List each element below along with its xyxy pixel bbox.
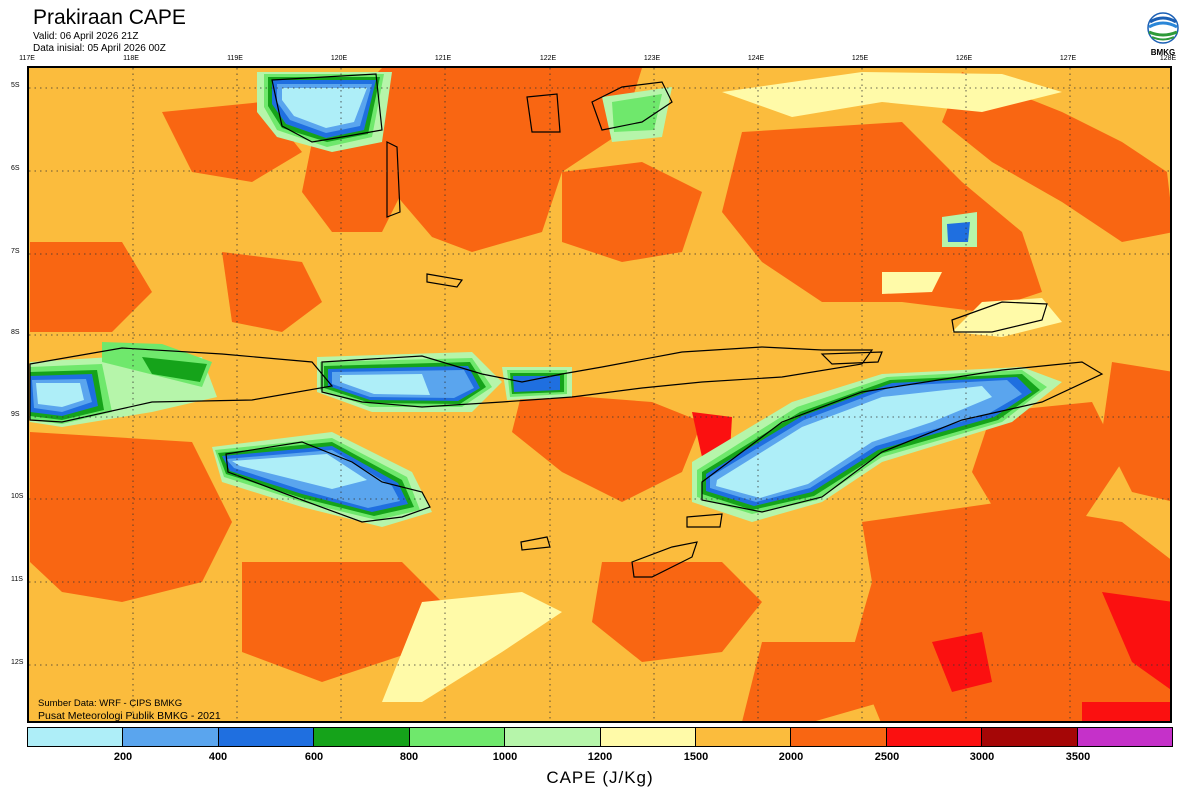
lat-label: 12S (11, 659, 24, 666)
cape-field (29, 68, 1170, 721)
initial-data-time: Data inisial: 05 April 2026 00Z (33, 43, 166, 54)
colorbar-segment (600, 728, 696, 746)
lon-label: 117E (19, 55, 35, 62)
colorbar-segment (695, 728, 792, 746)
lon-label: 127E (1059, 55, 1077, 62)
colorbar-tick: 1200 (587, 751, 613, 763)
colorbar-tick: 2500 (874, 751, 900, 763)
colorbar-tick: 2000 (778, 751, 804, 763)
lat-label: 5S (11, 82, 20, 89)
bmkg-logo-icon: BMKG (1143, 10, 1183, 60)
valid-time: Valid: 06 April 2026 21Z (33, 31, 139, 42)
colorbar-tick: 3500 (1065, 751, 1091, 763)
cape-0-200-area (36, 88, 992, 498)
coastlines (29, 73, 1104, 578)
credit: Pusat Meteorologi Publik BMKG - 2021 (38, 710, 221, 722)
lon-label: 126E (955, 55, 973, 62)
lon-label: 125E (851, 55, 869, 62)
colorbar-tick: 1500 (683, 751, 709, 763)
lon-label: 121E (434, 55, 452, 62)
lon-label: 119E (227, 55, 243, 62)
colorbar-segment (123, 728, 219, 746)
colorbar-tick: 200 (113, 751, 133, 763)
graticule (29, 68, 1170, 721)
colorbar-segment (886, 728, 983, 746)
colorbar-segment (505, 728, 601, 746)
cape-1500-2000-area (382, 72, 1062, 702)
colorbar-tick: 600 (304, 751, 324, 763)
colorbar (27, 727, 1173, 747)
logo-text: BMKG (1151, 48, 1175, 57)
map-title: Prakiraan CAPE (33, 6, 186, 29)
lon-label: 118E (123, 55, 139, 62)
colorbar-segment (218, 728, 315, 746)
colorbar-tick: 400 (208, 751, 228, 763)
colorbar-segment (982, 728, 1078, 746)
colorbar-segment (314, 728, 410, 746)
colorbar-segment (28, 728, 124, 746)
lon-label: 123E (643, 55, 661, 62)
colorbar-tick: 1000 (492, 751, 518, 763)
lon-label: 122E (539, 55, 557, 62)
lon-label: 128E (1159, 55, 1177, 62)
lat-label: 8S (11, 329, 20, 336)
colorbar-title: CAPE (J/Kg) (546, 768, 654, 787)
lon-label: 124E (747, 55, 765, 62)
lon-label: 120E (330, 55, 348, 62)
lat-label: 7S (11, 248, 20, 255)
lat-label: 11S (11, 576, 23, 583)
lat-label: 10S (11, 493, 24, 500)
cape-map (27, 66, 1172, 723)
colorbar-segment (791, 728, 887, 746)
colorbar-segment (409, 728, 506, 746)
lat-label: 6S (11, 165, 20, 172)
colorbar-tick: 800 (399, 751, 419, 763)
colorbar-tick: 3000 (969, 751, 995, 763)
lat-label: 9S (11, 411, 20, 418)
cape-2000-2500-area (30, 68, 1170, 721)
data-source: Sumber Data: WRF - CIPS BMKG (38, 698, 183, 709)
colorbar-segment (1077, 728, 1173, 746)
